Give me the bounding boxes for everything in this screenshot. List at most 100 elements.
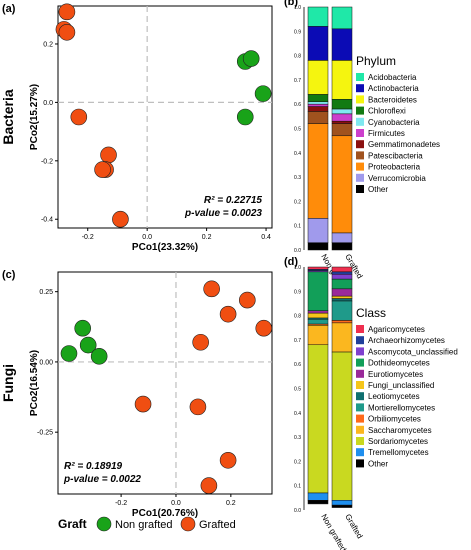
y-tick-label: 0.9 (294, 289, 301, 295)
y-tick-label: 0.3 (294, 435, 301, 441)
legend-swatch (356, 414, 364, 423)
legend-swatch (356, 369, 364, 378)
bar-segment (307, 218, 329, 243)
row-label: Fungi (0, 364, 16, 402)
legend-swatch (356, 358, 364, 367)
legend-label: Dothideomycetes (368, 359, 430, 368)
data-point-grafted (58, 3, 76, 21)
legend-swatch (356, 173, 364, 182)
legend-label: Other (368, 185, 388, 194)
bar-segment (307, 310, 329, 314)
y-tick-label: 0.6 (294, 362, 301, 368)
x-category-label: Grafted (343, 513, 364, 541)
bar-segment (331, 120, 353, 124)
y-tick-label: 0.8 (294, 314, 301, 320)
legend-label: Fungi_unclassified (368, 381, 434, 390)
y-axis-label: PCo2(15.27%) (29, 84, 40, 150)
legend-swatch (356, 84, 364, 93)
bar-segment (307, 94, 329, 103)
legend-swatch (356, 129, 364, 137)
r2-annotation: R² = 0.22715 (204, 195, 263, 206)
legend-title: Class (356, 306, 386, 320)
bar-segment (331, 232, 353, 243)
graft-legend-title: Graft (58, 517, 87, 531)
bar-segment (307, 123, 329, 219)
bar-segment (307, 60, 329, 95)
legend-label: Tremellomycetes (368, 448, 429, 457)
data-point-non-grafted (242, 50, 260, 67)
bar-segment (331, 298, 353, 302)
bar-segment (307, 492, 329, 501)
bar-segment (307, 103, 329, 107)
legend-swatch (356, 185, 364, 193)
legend-swatch (356, 392, 364, 401)
bar-segment (331, 135, 353, 234)
legend-label: Firmicutes (368, 129, 405, 138)
legend-label: Actinobacteria (368, 84, 419, 93)
legend-label: Agaricomycetes (368, 325, 425, 334)
panel-label: (b) (284, 0, 298, 8)
y-axis-label: PCo2(16.54%) (29, 350, 40, 416)
bar-segment (331, 500, 353, 506)
legend-label: Sordariomycetes (368, 437, 428, 446)
legend-swatch (356, 95, 364, 104)
bar-segment (331, 28, 353, 61)
legend-label: Leotiomycetes (368, 392, 420, 401)
legend-swatch (356, 381, 364, 389)
y-tick-label: 1.0 (294, 5, 301, 11)
legend-label: Ascomycota_unclassified (368, 347, 458, 356)
data-point-grafted (112, 210, 129, 228)
bar-segment (307, 26, 329, 61)
legend-label: Patescibacteria (368, 151, 423, 160)
bar-segment (331, 271, 353, 275)
bar-segment (331, 274, 353, 280)
legend-swatch (356, 162, 364, 171)
bar-segment (331, 108, 353, 115)
data-point-non-grafted (236, 108, 254, 126)
panel-label: (c) (2, 269, 16, 281)
stacked-bar-panel-1: (b)0.00.10.20.30.40.50.60.70.80.91.0Non … (284, 0, 440, 293)
legend-swatch (356, 448, 364, 457)
y-tick-label: 0.8 (294, 54, 301, 60)
y-tick-label: 0.25 (39, 289, 53, 296)
p-value-annotation: p-value = 0.0023 (184, 208, 262, 219)
legend-label: Cyanobacteria (368, 118, 420, 127)
x-tick-label: 0.2 (226, 500, 236, 507)
bar-segment (307, 344, 329, 494)
legend-label: Saccharomycetes (368, 426, 432, 435)
legend-label: Verrucomicrobia (368, 174, 426, 183)
p-value-annotation: p-value = 0.0022 (63, 474, 141, 485)
y-tick-label: 0.3 (294, 175, 301, 181)
y-tick-label: 0.2 (294, 459, 301, 465)
data-point-grafted (239, 291, 256, 309)
legend-label: Proteobacteria (368, 163, 421, 172)
bar-segment (307, 266, 329, 270)
data-point-grafted (219, 451, 237, 469)
x-tick-label: 0.0 (142, 234, 152, 241)
legend-title: Phylum (356, 54, 396, 68)
x-category-label: Non grafted (319, 513, 348, 550)
bar-segment (331, 123, 353, 137)
data-point-non-grafted (60, 345, 78, 362)
bar-segment (331, 322, 353, 353)
y-tick-label: 0.2 (43, 41, 53, 48)
legend-label: Orbiliomycetes (368, 415, 421, 424)
legend-label: Archaeorhizomycetes (368, 336, 445, 345)
bar-segment (307, 271, 329, 311)
bar-segment (331, 266, 353, 273)
y-tick-label: 0.0 (294, 248, 301, 254)
scatter-panel-0: -0.2 0.0 0.2 0.4 -0.4 -0.2 0.0 0.2 PCo1(23.32%) P… (0, 3, 273, 253)
x-tick-label: 0.0 (171, 500, 181, 507)
data-point-grafted (192, 333, 209, 351)
data-point-grafted (100, 146, 117, 164)
legend-swatch (356, 425, 364, 434)
data-point-non-grafted (74, 319, 91, 337)
bar-segment (331, 242, 353, 251)
y-tick-label: 0.1 (294, 224, 301, 230)
legend-swatch (356, 437, 364, 445)
y-tick-label: 0.5 (294, 387, 301, 393)
y-tick-label: 0.2 (294, 199, 301, 205)
panel-label: (d) (284, 256, 298, 268)
legend-label: Bacteroidetes (368, 95, 417, 104)
x-tick-label: 0.2 (202, 234, 212, 241)
